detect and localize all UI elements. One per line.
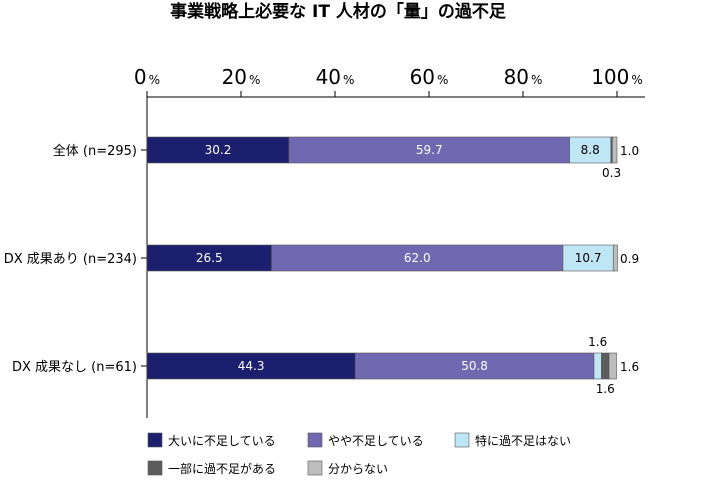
bar-value-label: 50.8 <box>461 359 488 373</box>
bar-segment <box>601 352 610 380</box>
legend-swatch <box>147 432 163 448</box>
x-tick-label: 100% <box>591 65 643 89</box>
x-tick-label: 80% <box>504 65 543 89</box>
legend-swatch <box>307 432 323 448</box>
category-label: DX 成果あり (n=234) <box>4 252 137 267</box>
bar-segment <box>146 352 356 380</box>
bar-value-label: 30.2 <box>205 143 232 157</box>
bar-value-label: 8.8 <box>581 143 600 157</box>
chart-title: 事業戦略上必要な IT 人材の「量」の過不足 <box>170 1 506 22</box>
bar-segment <box>608 352 617 380</box>
bar-value-label: 0.9 <box>620 252 639 266</box>
category-label: 全体 (n=295) <box>53 143 137 159</box>
bar-value-label: 1.0 <box>620 144 639 158</box>
bar-segment <box>562 244 614 272</box>
axis-layer: 0% 20% 40% 60% 80% 100 % 全体 (n=295) DX 成果あり (n=2… <box>4 65 645 418</box>
bar-value-label: 0.3 <box>602 166 621 180</box>
legend-label: やや不足している <box>328 434 424 448</box>
bar-segment <box>611 136 618 164</box>
legend-label: 特に過不足はない <box>475 433 571 448</box>
bars-layer <box>146 136 618 380</box>
bar-segment <box>612 244 618 272</box>
bar-segment <box>354 352 595 380</box>
bar-value-label: 59.7 <box>416 143 443 157</box>
x-tick-label: 60% <box>410 65 449 89</box>
bar-value-label: 26.5 <box>196 251 223 265</box>
legend-swatch <box>454 432 470 448</box>
bar-segment <box>146 244 272 272</box>
bar-value-label: 1.6 <box>620 360 639 374</box>
x-tick-label: 40% <box>316 65 355 89</box>
bar-value-label: 44.3 <box>238 359 265 373</box>
labels-layer: 30.2 59.7 8.8 26.5 62.0 10.7 44.3 50.8 1.0 0.3 0.9… <box>196 143 639 396</box>
category-label: DX 成果なし (n=61) <box>12 360 137 375</box>
bar-segment <box>146 136 290 164</box>
legend-swatch <box>147 460 163 476</box>
legend-label: 分からない <box>328 462 388 476</box>
legend-label: 大いに不足している <box>168 434 276 448</box>
bar-value-label: 1.6 <box>588 335 607 349</box>
bar-value-label: 62.0 <box>404 251 431 265</box>
bar-segment <box>288 136 570 164</box>
legend-label: 一部に過不足がある <box>168 461 276 476</box>
x-tick-label: 0% <box>134 65 160 89</box>
bar-segment <box>271 244 564 272</box>
bar-segment <box>593 352 602 380</box>
bar-value-label: 1.6 <box>596 382 615 396</box>
bar-value-label: 10.7 <box>575 251 602 265</box>
x-tick-label: 20% <box>222 65 261 89</box>
legend-swatch <box>307 460 323 476</box>
